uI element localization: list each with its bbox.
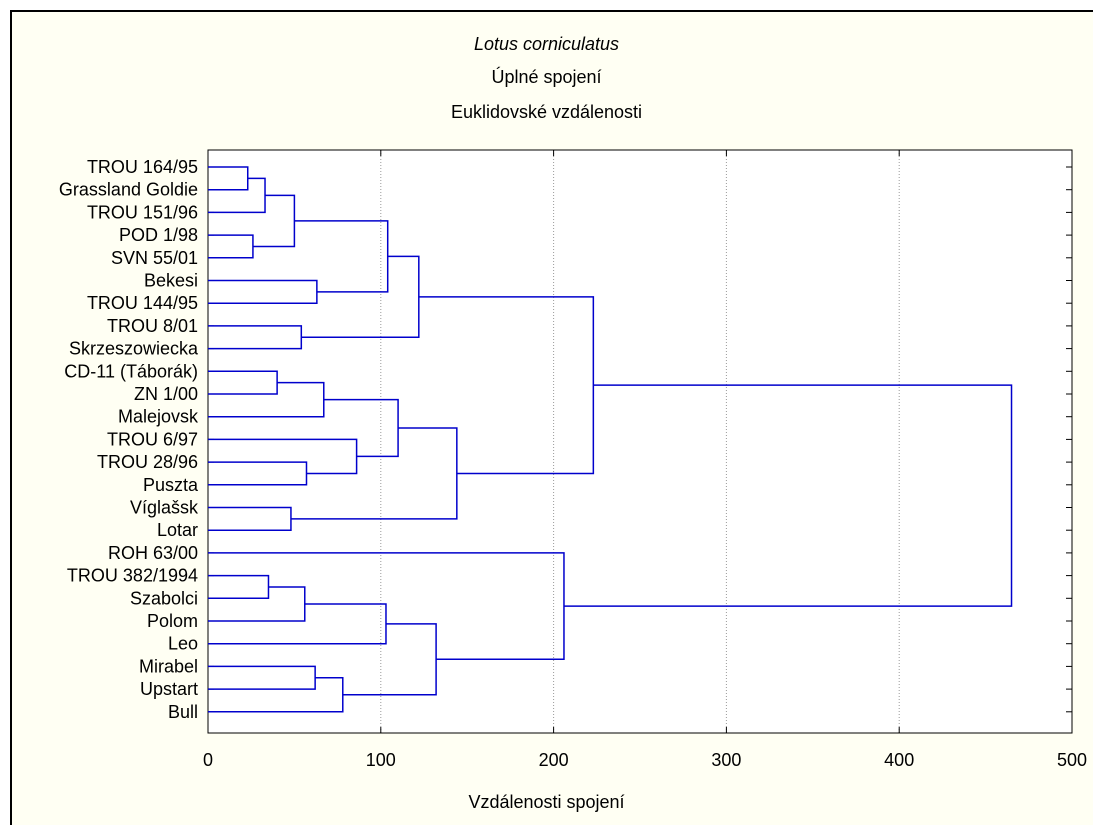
leaf-label: CD-11 (Táborák) <box>64 361 198 381</box>
leaf-label: SVN 55/01 <box>111 248 198 268</box>
x-tick-label: 500 <box>1057 750 1087 770</box>
plot-border <box>207 149 1073 734</box>
leaf-label: TROU 28/96 <box>97 452 198 472</box>
chart-subtitle-linkage: Úplné spojení <box>491 67 602 87</box>
x-tick-label: 0 <box>203 750 213 770</box>
chart-subtitle-distance: Euklidovské vzdálenosti <box>450 102 643 122</box>
x-tick-label: 100 <box>366 750 396 770</box>
leaf-label: TROU 164/95 <box>87 157 198 177</box>
leaf-label: Polom <box>147 611 198 631</box>
leaf-label: Bekesi <box>144 271 198 291</box>
leaf-label: POD 1/98 <box>119 225 198 245</box>
leaf-label: ZN 1/00 <box>134 384 198 404</box>
leaf-label: Puszta <box>143 475 199 495</box>
leaf-label: TROU 151/96 <box>87 202 198 222</box>
leaf-label: ROH 63/00 <box>108 543 198 563</box>
chart-title: Lotus corniculatus <box>473 34 620 54</box>
leaf-label: Grassland Goldie <box>59 180 198 200</box>
plot-area <box>208 150 1072 733</box>
leaf-label: Bull <box>168 702 198 722</box>
x-axis-label: Vzdálenosti spojení <box>468 792 625 812</box>
leaf-label: Malejovsk <box>118 407 199 427</box>
leaf-label: Szabolci <box>130 588 198 608</box>
leaf-label: TROU 6/97 <box>107 429 198 449</box>
leaf-label: TROU 382/1994 <box>67 566 198 586</box>
leaf-label: Leo <box>168 634 198 654</box>
leaf-label: Mirabel <box>139 656 198 676</box>
x-tick-label: 300 <box>711 750 741 770</box>
leaf-label: Upstart <box>140 679 198 699</box>
x-tick-label: 200 <box>539 750 569 770</box>
cluster-link <box>563 384 1013 607</box>
leaf-label: Skrzeszowiecka <box>69 339 199 359</box>
leaf-label: Víglašsk <box>130 498 199 518</box>
leaf-label: TROU 8/01 <box>107 316 198 336</box>
leaf-label: Lotar <box>157 520 198 540</box>
x-tick-label: 400 <box>884 750 914 770</box>
leaf-label: TROU 144/95 <box>87 293 198 313</box>
